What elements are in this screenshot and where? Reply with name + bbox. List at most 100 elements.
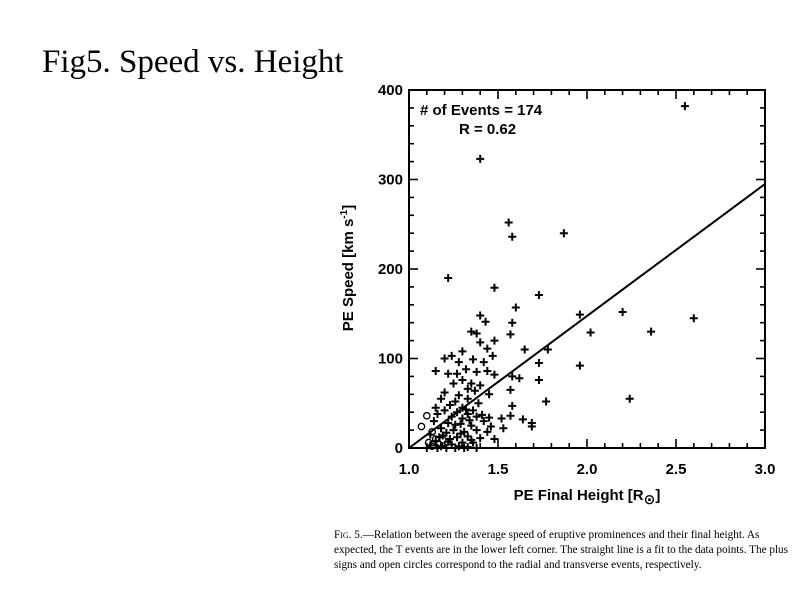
data-point-plus [483,344,492,353]
annotation-correlation: R = 0.62 [459,121,516,138]
data-point-circle [428,428,436,436]
fit-line [408,183,766,449]
data-point-plus [479,358,488,367]
figure-caption: Fig. 5.—Relation between the average spe… [334,528,790,573]
annotation-event-count: # of Events = 174 [420,102,543,119]
data-point-plus [476,434,485,443]
data-point-plus [474,399,483,408]
y-tick-label: 200 [378,261,403,278]
data-point-plus [449,379,458,388]
data-point-plus [451,420,460,429]
data-point-plus [469,355,478,364]
data-point-circle [422,411,431,420]
data-point-plus [483,367,492,376]
data-point-plus [451,397,460,406]
data-point-plus [461,405,470,414]
data-point-plus [431,367,440,376]
y-tick-label: 400 [378,82,403,99]
data-point-plus [575,361,584,370]
data-point-plus [586,328,595,337]
data-point-plus [511,303,520,312]
x-tick-label: 3.0 [755,461,776,478]
data-point-plus [467,435,476,444]
data-point-plus [472,412,481,421]
data-point-plus [486,422,495,431]
y-tick-label: 100 [378,351,403,368]
data-point-plus [472,367,481,376]
data-point-circle [431,435,440,443]
x-tick-label: 1.0 [399,461,420,478]
data-point-plus [625,394,634,403]
y-tick-label: 0 [395,440,403,457]
data-point-plus [534,358,543,367]
data-point-plus [520,345,529,354]
data-point-plus [454,391,463,400]
y-axis-label-exponent: -1 [339,209,350,218]
data-point-plus [445,401,454,410]
data-point-plus [469,406,478,415]
caption-text: —Relation between the average speed of e… [334,529,788,571]
data-point-plus [508,318,517,327]
data-point-plus [447,351,456,360]
data-point-plus [490,370,499,379]
caption-fig-label: Fig. 5. [334,529,363,541]
data-point-plus [458,375,467,384]
y-axis-label-suffix: ] [340,205,357,210]
data-point-plus [444,273,453,282]
data-point-plus [444,369,453,378]
data-point-plus [515,374,524,383]
data-point-plus [472,426,481,435]
data-point-plus [472,329,481,338]
data-point-plus [504,218,513,227]
data-point-plus [458,414,467,423]
slide-title: Fig5. Speed vs. Height [42,44,344,80]
data-point-plus [433,409,442,418]
data-point-plus [463,394,472,403]
data-point-plus [488,351,497,360]
data-point-plus [445,435,454,444]
data-point-plus [477,410,486,419]
data-point-plus [440,406,449,415]
data-point-plus [476,381,485,390]
data-point-plus [440,388,449,397]
data-point-plus [447,412,456,421]
data-point-plus [618,307,627,316]
data-point-plus [534,290,543,299]
data-point-plus [437,424,446,433]
data-point-plus [542,397,551,406]
data-point-plus [499,424,508,433]
data-point-plus [647,327,656,336]
data-point-plus [508,372,517,381]
x-axis-label-suffix: ] [655,487,660,504]
data-point-circle [428,442,436,451]
data-point-plus [543,345,552,354]
data-point-plus [527,422,536,431]
data-point-plus [465,416,474,425]
data-point-plus [534,375,543,384]
data-point-plus [461,365,470,374]
data-point-plus [483,427,492,436]
data-point-plus [575,310,584,319]
data-point-plus [485,390,494,399]
y-axis-label: PE Speed [km s-1] [339,205,357,331]
plot-text: # of Events = 174 R = 0.62 PE Final Heig… [339,82,775,507]
y-tick-label: 300 [378,172,403,189]
data-point-plus [476,154,485,163]
data-point-plus [437,394,446,403]
data-point-plus [490,336,499,345]
data-point-plus [431,403,440,412]
plot-axes [408,89,766,449]
data-point-plus [467,421,476,430]
data-point-plus [680,102,689,111]
data-point-plus [476,338,485,347]
data-point-plus [506,330,515,339]
data-point-plus [518,415,527,424]
x-tick-label: 1.5 [488,461,509,478]
data-point-plus [449,426,458,435]
x-tick-label: 2.5 [666,461,687,478]
data-point-plus [467,379,476,388]
data-point-plus [444,418,453,427]
data-point-plus [508,232,517,241]
data-point-plus [440,354,449,363]
